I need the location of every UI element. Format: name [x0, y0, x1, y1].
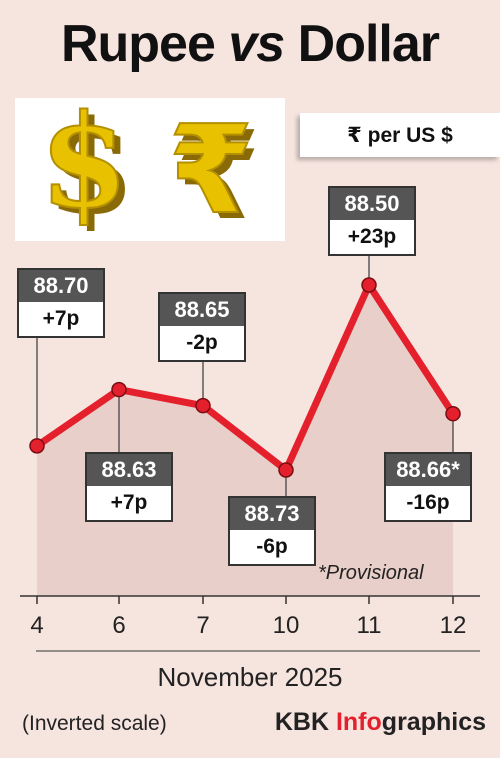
data-label-box: 88.50 +23p: [328, 186, 416, 256]
title-part-1: Rupee: [60, 15, 229, 73]
data-label-box: 88.73 -6p: [228, 496, 316, 566]
x-tick-label: 12: [439, 612, 467, 639]
series-line: [33, 281, 457, 474]
illustration-background: [15, 98, 285, 241]
x-axis-title: November 2025: [157, 662, 343, 692]
unit-label: ₹ per US $: [300, 113, 500, 157]
data-label-box: 88.66* -16p: [384, 452, 472, 522]
data-change-label: -16p: [406, 491, 450, 514]
dollar-symbol-icon: $ $: [38, 86, 135, 243]
chart-title: Rupee vs Dollar: [0, 14, 500, 74]
data-value-label: 88.66*: [386, 454, 470, 486]
data-value-label: 88.63: [87, 454, 171, 486]
data-point: [445, 405, 461, 422]
x-tick-label: 6: [112, 612, 126, 639]
title-part-3: Dollar: [284, 15, 440, 73]
data-label-box: 88.65 -2p: [158, 292, 246, 362]
x-tick-label: 7: [196, 612, 210, 639]
credit-part-1: KBK: [274, 708, 336, 736]
svg-text:₹: ₹: [176, 105, 261, 247]
title-part-vs: vs: [228, 15, 285, 73]
data-change-label: +23p: [347, 225, 397, 248]
data-point: [111, 381, 127, 398]
scale-note: (Inverted scale): [22, 712, 167, 735]
x-tick-label: 10: [272, 612, 300, 639]
data-label-box: 88.70 +7p: [17, 268, 105, 338]
credit-part-2: Info: [335, 708, 382, 736]
data-value-label: 88.65: [160, 294, 244, 326]
data-label-box: 88.63 +7p: [85, 452, 173, 522]
x-tick-label: 4: [30, 612, 44, 639]
x-tick-label: 11: [356, 612, 382, 639]
svg-text:$: $: [46, 93, 135, 243]
data-change-label: -2p: [186, 331, 218, 354]
data-value-label: 88.70: [19, 270, 103, 302]
data-value-label: 88.73: [230, 498, 314, 530]
data-change-label: -6p: [256, 535, 288, 558]
data-change-label: +7p: [42, 307, 80, 330]
svg-text:₹: ₹: [169, 99, 254, 241]
source-credit: KBK Infographics: [275, 708, 486, 737]
data-point: [278, 462, 294, 478]
data-point: [195, 397, 211, 414]
data-change-label: +7p: [110, 491, 148, 514]
data-point: [361, 277, 377, 293]
rupee-symbol-icon: ₹ ₹: [168, 98, 261, 247]
data-value-label: 88.50: [330, 188, 414, 220]
credit-part-3: graphics: [381, 708, 486, 736]
provisional-footnote: *Provisional: [318, 562, 424, 584]
data-point: [29, 438, 45, 454]
svg-text:$: $: [39, 87, 128, 237]
